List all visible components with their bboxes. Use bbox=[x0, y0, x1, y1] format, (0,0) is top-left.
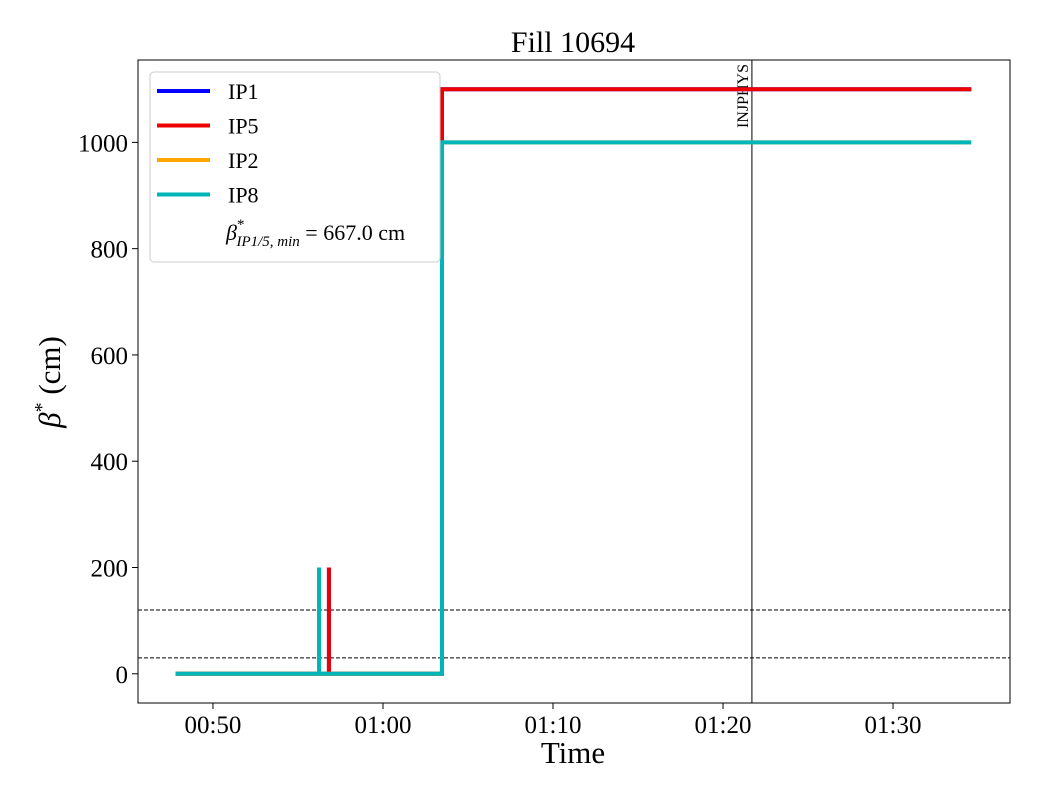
legend-label: IP1 bbox=[228, 79, 259, 104]
legend-note: β* IP1/5, min = 667.0 cm bbox=[225, 217, 405, 250]
x-tick-label: 00:50 bbox=[184, 712, 241, 739]
chart-title: Fill 10694 bbox=[511, 26, 635, 59]
legend-box bbox=[149, 71, 441, 263]
y-tick-label: 1000 bbox=[78, 130, 128, 157]
legend-label: IP5 bbox=[228, 114, 259, 139]
series-line bbox=[175, 140, 972, 676]
y-tick-label: 400 bbox=[91, 449, 129, 476]
plot-frame bbox=[137, 59, 1011, 704]
legend-label: IP2 bbox=[228, 148, 259, 173]
y-axis-label: β* (cm) bbox=[31, 336, 67, 429]
x-tick-label: 01:00 bbox=[355, 712, 412, 739]
y-tick-label: 600 bbox=[91, 343, 129, 370]
note-sup: * bbox=[237, 217, 245, 233]
x-tick-label: 01:20 bbox=[695, 712, 752, 739]
y-tick-label: 800 bbox=[91, 237, 129, 264]
y-tick-label: 200 bbox=[91, 555, 129, 582]
y-tick-label: 0 bbox=[116, 662, 129, 689]
legend-label: IP8 bbox=[228, 183, 259, 208]
event-label: INJPHYS bbox=[735, 64, 752, 128]
x-tick-label: 01:30 bbox=[865, 712, 922, 739]
legend: IP1 IP5 IP2 IP8 β* IP1/5, min = 667.0 cm bbox=[149, 71, 441, 263]
x-tick-label: 01:10 bbox=[525, 712, 582, 739]
note-base: β bbox=[225, 220, 237, 245]
note-rest: = 667.0 cm bbox=[300, 220, 405, 245]
x-axis-label: Time bbox=[541, 735, 605, 770]
note-sub: IP1/5, min bbox=[235, 234, 299, 250]
